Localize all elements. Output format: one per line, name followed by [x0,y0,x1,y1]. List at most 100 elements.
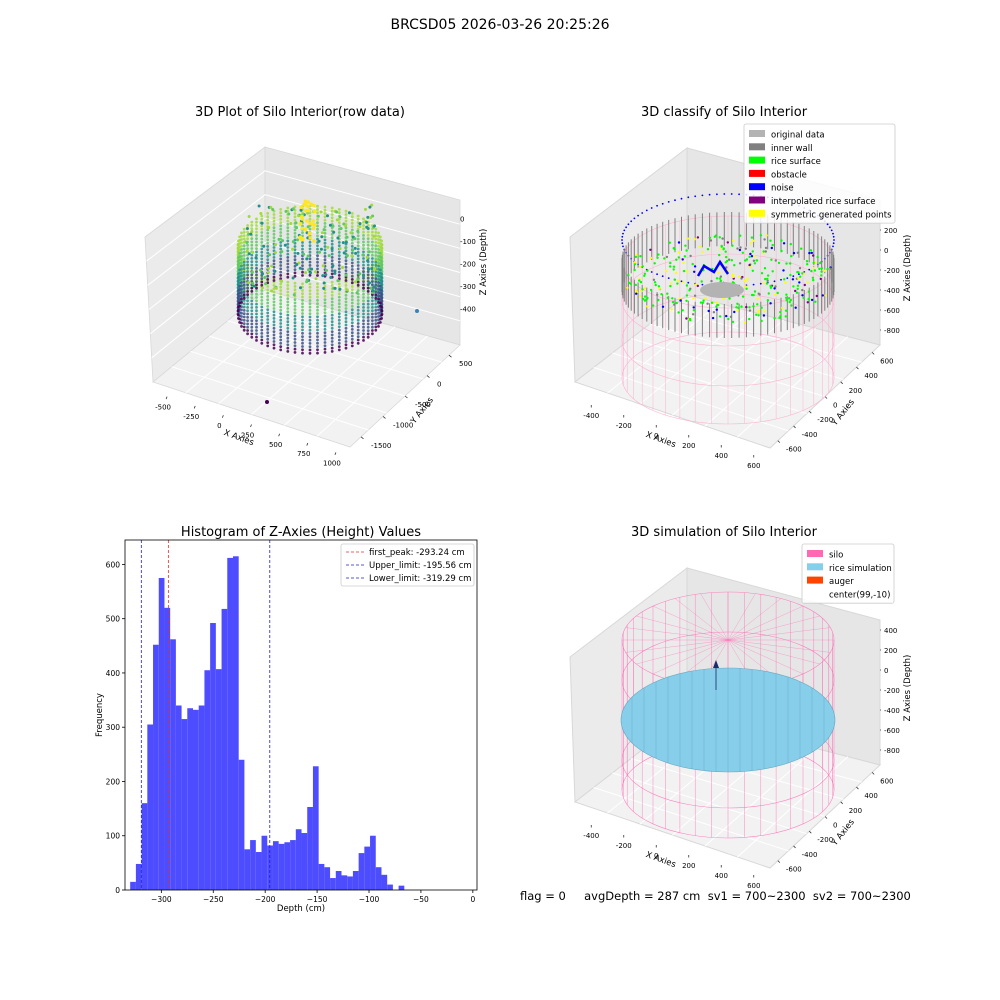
y-axis-tick-label: 600 [880,777,893,785]
data-point [362,299,365,303]
data-point [377,234,380,238]
noise-point [667,277,670,279]
data-point [371,243,374,247]
data-point [377,261,380,264]
y-axis-tick-label: -400 [802,851,818,859]
legend-label: obstacle [771,170,807,180]
silo-roof-strut [674,598,729,641]
surface-point [692,306,695,309]
surface-point [748,309,752,312]
data-point [266,295,270,298]
data-point [308,299,312,302]
data-point [362,230,365,234]
data-point [293,274,297,278]
legend-swatch [749,169,765,177]
histogram-bar [210,623,216,890]
surface-point [741,295,745,298]
surface-point [788,300,791,304]
noise-point [701,194,704,197]
data-point [350,304,354,308]
surface-point [682,261,685,265]
data-point [305,219,309,223]
histogram-bar [158,577,165,890]
data-point [254,256,258,260]
surface-point [820,270,823,273]
data-point [240,254,243,258]
histogram-bar [387,884,393,890]
data-point [308,285,312,289]
histogram-bar [227,557,233,890]
data-point [272,272,276,276]
data-point [255,292,258,296]
silo-roof-strut [652,605,729,641]
data-point [251,281,255,285]
data-point [366,286,370,290]
data-point [316,254,319,258]
x-axis-tick [306,442,309,446]
data-point [247,252,251,256]
data-point [255,270,258,274]
data-point [246,306,250,309]
data-point [286,223,290,226]
surface-point [796,287,799,291]
surface-point [789,298,792,302]
data-point [374,305,378,309]
data-point [255,322,258,326]
data-point [350,221,354,225]
data-point [240,241,243,245]
silo-roof-strut [700,593,729,641]
data-point [356,217,360,221]
data-point [293,318,297,321]
data-point [270,264,274,268]
data-point [264,282,268,286]
surface-point [627,274,630,277]
legend-label: noise [771,184,794,194]
x-axis-tick-label: -500 [155,404,171,412]
surface-point [693,238,696,241]
data-point [246,224,250,227]
data-point [371,315,374,319]
data-point [260,328,264,332]
data-point [353,237,357,241]
data-point [255,286,258,290]
data-point [246,260,250,264]
surface-point [731,281,735,284]
data-point [371,237,374,241]
data-point [350,288,354,292]
noise-point [832,242,835,245]
data-point [341,266,344,269]
data-point [323,304,327,308]
data-point [323,294,327,298]
y-axis-tick-label: -600 [786,446,802,454]
data-point [377,254,380,258]
surface-point [719,248,722,251]
histogram-bar [204,670,211,890]
z-axis-tick-label: -100 [460,238,476,246]
data-point [301,241,304,244]
data-point [374,277,378,280]
legend-label: interpolated rice surface [771,197,876,207]
data-point [330,232,334,236]
surface-point [638,294,642,297]
data-point [362,227,365,231]
grid-line [737,756,849,858]
data-point [293,327,297,331]
surface-point [710,279,713,283]
data-point [296,251,300,255]
data-point [266,285,270,288]
data-point [266,341,270,344]
noise-point [650,207,653,209]
y-axis-tick [793,425,796,429]
data-point [344,273,348,277]
data-point [356,234,360,238]
data-point [272,340,276,343]
data-point [330,310,334,314]
data-point [260,341,264,345]
data-point [371,240,374,244]
data-point [356,308,360,312]
surface-point [748,263,751,267]
data-point [308,338,312,342]
surface-point [826,267,829,271]
data-point [371,319,374,322]
